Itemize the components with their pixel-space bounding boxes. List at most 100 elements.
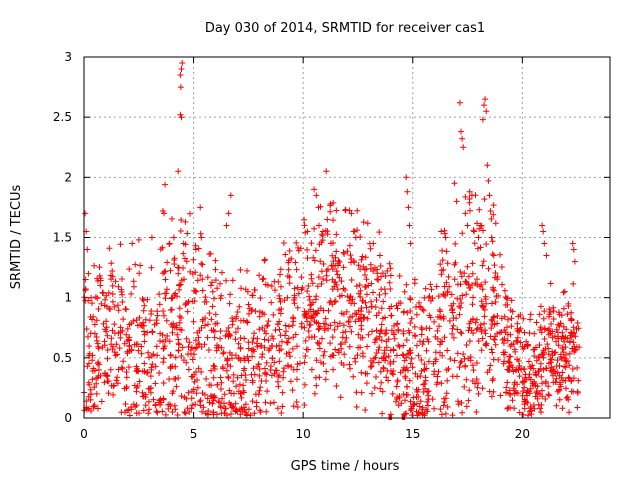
data-point (256, 372, 263, 379)
data-point (351, 259, 358, 266)
data-point (245, 345, 252, 352)
data-point (205, 408, 212, 414)
data-point (291, 294, 298, 301)
data-point (212, 257, 219, 264)
data-point (469, 301, 476, 308)
data-point (485, 265, 492, 272)
data-point (112, 278, 119, 285)
data-point (169, 215, 175, 222)
data-point (459, 230, 466, 237)
data-point (135, 236, 142, 243)
data-point (394, 377, 401, 384)
data-point (553, 363, 560, 370)
data-point (153, 343, 160, 350)
data-point (209, 303, 216, 310)
data-point (292, 259, 299, 266)
data-point (483, 342, 490, 349)
data-point (94, 295, 101, 302)
data-point (227, 192, 234, 199)
data-point (368, 298, 375, 305)
data-point (178, 217, 185, 223)
data-point (342, 206, 349, 213)
data-point (150, 396, 157, 403)
data-point (262, 399, 269, 406)
data-point (443, 390, 450, 397)
data-point (376, 252, 383, 259)
data-point (160, 308, 167, 314)
data-point (391, 335, 398, 342)
data-point (195, 341, 202, 348)
data-point (340, 264, 347, 271)
data-point (117, 324, 124, 331)
data-point (162, 268, 169, 275)
data-point (376, 229, 383, 236)
data-point (273, 367, 280, 374)
data-point (488, 325, 495, 332)
data-point (198, 344, 205, 350)
data-point (374, 270, 381, 277)
data-point (240, 382, 247, 389)
data-point (482, 96, 489, 103)
data-point (421, 412, 428, 419)
data-point (475, 380, 482, 387)
data-point (269, 333, 275, 340)
data-point (122, 401, 129, 407)
data-point (190, 318, 197, 325)
data-point (570, 280, 577, 287)
data-point (255, 361, 262, 368)
data-point (279, 338, 285, 345)
data-point (448, 302, 455, 309)
data-point (355, 262, 362, 269)
data-point (393, 352, 400, 359)
data-point (393, 383, 400, 390)
data-point (550, 316, 557, 322)
data-point (313, 382, 320, 389)
data-point (172, 363, 179, 370)
data-point (136, 270, 143, 277)
data-point (352, 234, 359, 241)
data-point (367, 245, 374, 252)
data-point (334, 271, 341, 278)
data-point (553, 375, 560, 382)
data-point (172, 290, 179, 297)
data-point (252, 308, 259, 315)
data-point (175, 264, 181, 271)
data-point (358, 256, 365, 263)
data-point (501, 313, 508, 320)
data-point (395, 300, 402, 307)
data-point (507, 343, 514, 350)
data-point (153, 408, 160, 415)
data-point (214, 381, 221, 388)
data-point (232, 408, 239, 415)
data-point (411, 323, 418, 330)
data-point (224, 356, 231, 363)
data-point (304, 228, 311, 235)
data-point (347, 323, 353, 330)
data-point (525, 412, 532, 419)
data-point (553, 338, 560, 345)
data-point (133, 402, 140, 409)
data-point (208, 367, 215, 374)
data-point (372, 304, 379, 311)
data-point (167, 267, 174, 274)
data-point (230, 371, 237, 378)
data-point (487, 208, 494, 214)
data-point (251, 330, 258, 337)
data-point (208, 316, 215, 323)
data-point (471, 240, 478, 247)
data-point (479, 335, 486, 342)
data-point (286, 274, 293, 281)
data-point (319, 335, 325, 342)
data-point (342, 328, 349, 335)
data-point (172, 354, 179, 361)
data-point (133, 368, 140, 375)
data-point (534, 395, 541, 402)
data-point (85, 379, 92, 386)
data-point (160, 396, 167, 403)
data-point (271, 278, 278, 285)
data-point (339, 334, 346, 341)
data-point (169, 323, 176, 330)
data-point (574, 364, 581, 371)
data-point (232, 336, 239, 343)
data-point (96, 272, 103, 279)
